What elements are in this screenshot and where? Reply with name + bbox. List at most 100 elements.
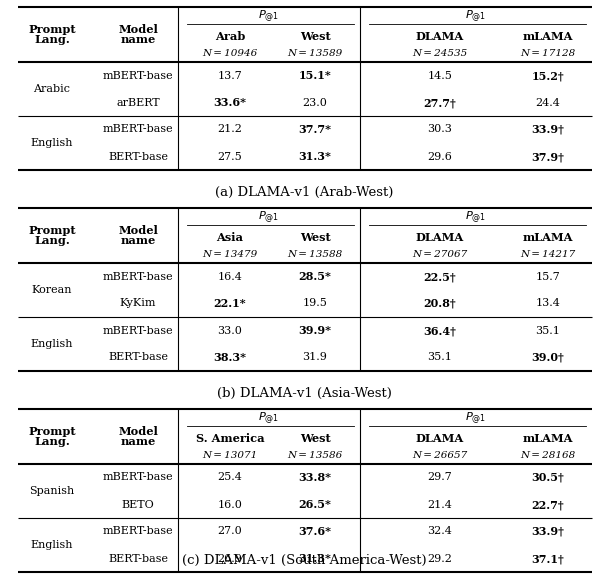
Text: 39.9*: 39.9*: [299, 325, 331, 336]
Text: $P_{@1}$: $P_{@1}$: [258, 9, 280, 25]
Text: West: West: [300, 231, 330, 242]
Text: 33.9†: 33.9†: [531, 526, 564, 537]
Text: S. America: S. America: [196, 433, 264, 444]
Text: Korean: Korean: [32, 285, 72, 295]
Text: 29.7: 29.7: [427, 473, 452, 483]
Text: N = 14217: N = 14217: [520, 250, 576, 259]
Text: 30.5†: 30.5†: [531, 472, 564, 483]
Text: Arab: Arab: [215, 31, 245, 42]
Text: 13.7: 13.7: [218, 71, 243, 81]
Text: 33.9†: 33.9†: [531, 124, 564, 135]
Text: mBERT-base: mBERT-base: [103, 271, 173, 281]
Text: N = 27067: N = 27067: [412, 250, 468, 259]
Text: 27.7†: 27.7†: [424, 97, 457, 108]
Text: English: English: [31, 138, 73, 148]
Text: Lang.: Lang.: [34, 235, 70, 246]
Text: 39.0†: 39.0†: [531, 352, 564, 363]
Text: $P_{@1}$: $P_{@1}$: [466, 9, 486, 25]
Text: arBERT: arBERT: [116, 97, 160, 107]
Text: (a) DLAMA-v1 (Arab-West): (a) DLAMA-v1 (Arab-West): [215, 186, 393, 198]
Text: 26.9: 26.9: [218, 553, 243, 564]
Text: N = 26657: N = 26657: [412, 451, 468, 460]
Text: BERT-base: BERT-base: [108, 353, 168, 362]
Text: Asia: Asia: [216, 231, 243, 242]
Text: 26.5*: 26.5*: [299, 499, 331, 510]
Text: 35.1: 35.1: [536, 325, 561, 335]
Text: 16.4: 16.4: [218, 271, 243, 281]
Text: $P_{@1}$: $P_{@1}$: [466, 411, 486, 427]
Text: Prompt: Prompt: [28, 226, 76, 237]
Text: 21.4: 21.4: [427, 499, 452, 509]
Text: Model: Model: [118, 426, 158, 437]
Text: mBERT-base: mBERT-base: [103, 325, 173, 335]
Text: 29.2: 29.2: [427, 553, 452, 564]
Text: BETO: BETO: [122, 499, 154, 509]
Text: 29.6: 29.6: [427, 151, 452, 161]
Text: KyKim: KyKim: [120, 299, 156, 309]
Text: 14.5: 14.5: [427, 71, 452, 81]
Text: 16.0: 16.0: [218, 499, 243, 509]
Text: 21.2: 21.2: [218, 125, 243, 135]
Text: 22.7†: 22.7†: [531, 499, 564, 510]
Text: 33.0: 33.0: [218, 325, 243, 335]
Text: BERT-base: BERT-base: [108, 553, 168, 564]
Text: N = 13589: N = 13589: [288, 49, 343, 58]
Text: N = 13588: N = 13588: [288, 250, 343, 259]
Text: mLAMA: mLAMA: [523, 231, 573, 242]
Text: $P_{@1}$: $P_{@1}$: [466, 210, 486, 226]
Text: 33.6*: 33.6*: [213, 97, 246, 108]
Text: 24.4: 24.4: [536, 97, 561, 107]
Text: N = 10946: N = 10946: [202, 49, 258, 58]
Text: 32.4: 32.4: [427, 527, 452, 536]
Text: N = 13586: N = 13586: [288, 451, 343, 460]
Text: 31.9: 31.9: [303, 353, 328, 362]
Text: mBERT-base: mBERT-base: [103, 473, 173, 483]
Text: 22.5†: 22.5†: [424, 271, 457, 282]
Text: Model: Model: [118, 226, 158, 237]
Text: mLAMA: mLAMA: [523, 433, 573, 444]
Text: Lang.: Lang.: [34, 436, 70, 447]
Text: mBERT-base: mBERT-base: [103, 125, 173, 135]
Text: name: name: [120, 235, 156, 246]
Text: 37.1†: 37.1†: [531, 553, 564, 564]
Text: 20.8†: 20.8†: [424, 298, 457, 309]
Text: 35.1: 35.1: [427, 353, 452, 362]
Text: BERT-base: BERT-base: [108, 151, 168, 161]
Text: English: English: [31, 339, 73, 349]
Text: 22.1*: 22.1*: [213, 298, 246, 309]
Text: 15.7: 15.7: [536, 271, 561, 281]
Text: 36.4†: 36.4†: [424, 325, 457, 336]
Text: DLAMA: DLAMA: [416, 31, 464, 42]
Text: 37.9†: 37.9†: [531, 151, 564, 162]
Text: 15.1*: 15.1*: [299, 70, 331, 81]
Text: West: West: [300, 433, 330, 444]
Text: Spanish: Spanish: [29, 486, 75, 496]
Text: 37.7*: 37.7*: [299, 124, 331, 135]
Text: 28.5*: 28.5*: [299, 271, 331, 282]
Text: 31.3*: 31.3*: [299, 151, 331, 162]
Text: mLAMA: mLAMA: [523, 31, 573, 42]
Text: Prompt: Prompt: [28, 426, 76, 437]
Text: West: West: [300, 31, 330, 42]
Text: mBERT-base: mBERT-base: [103, 527, 173, 536]
Text: N = 17128: N = 17128: [520, 49, 576, 58]
Text: (c) DLAMA-v1 (South America-West): (c) DLAMA-v1 (South America-West): [182, 553, 426, 567]
Text: mBERT-base: mBERT-base: [103, 71, 173, 81]
Text: 31.3*: 31.3*: [299, 553, 331, 564]
Text: 38.3*: 38.3*: [213, 352, 246, 363]
Text: English: English: [31, 540, 73, 550]
Text: 27.5: 27.5: [218, 151, 243, 161]
Text: DLAMA: DLAMA: [416, 231, 464, 242]
Text: Arabic: Arabic: [33, 84, 71, 94]
Text: Model: Model: [118, 24, 158, 35]
Text: Lang.: Lang.: [34, 34, 70, 45]
Text: N = 24535: N = 24535: [412, 49, 468, 58]
Text: N = 28168: N = 28168: [520, 451, 576, 460]
Text: 25.4: 25.4: [218, 473, 243, 483]
Text: N = 13071: N = 13071: [202, 451, 258, 460]
Text: 23.0: 23.0: [303, 97, 328, 107]
Text: N = 13479: N = 13479: [202, 250, 258, 259]
Text: 33.8*: 33.8*: [299, 472, 331, 483]
Text: 30.3: 30.3: [427, 125, 452, 135]
Text: $P_{@1}$: $P_{@1}$: [258, 411, 280, 427]
